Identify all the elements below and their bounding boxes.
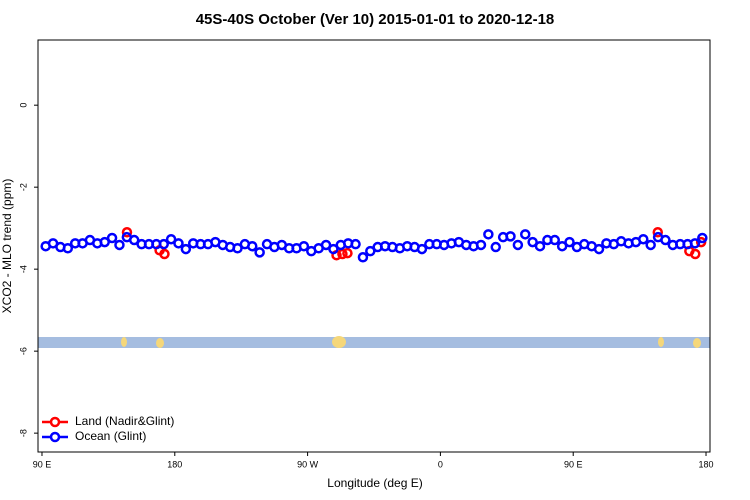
x-tick-label: 0 [438,459,443,469]
point [527,236,538,248]
point [483,229,494,240]
x-tick-label: 180 [167,459,182,469]
point [512,239,524,251]
point [165,233,177,245]
point [337,248,348,260]
point [416,243,428,255]
x-tick-label: 90 W [297,459,319,469]
point [320,239,332,251]
point [342,247,353,259]
point [106,232,118,244]
point [645,239,656,251]
point [475,239,487,251]
x-axis-label: Longitude (deg E) [327,476,422,490]
point [121,227,133,238]
point [114,239,125,251]
point [638,233,649,245]
point [62,243,74,254]
point [180,243,192,255]
point [298,240,310,252]
y-tick-label: -2 [18,183,28,191]
point [99,236,110,248]
point [232,243,243,254]
point [534,240,546,252]
legend-marker [49,431,61,443]
y-tick-label: -6 [18,347,28,355]
y-tick-label: 0 [18,103,28,108]
point [697,232,708,244]
plot-frame [37,39,711,453]
y-axis-label: XCO2 - MLO trend (ppm) [0,179,14,314]
x-tick-label: 90 E [564,459,583,469]
x-tick-label: 90 E [33,459,52,469]
point [357,252,369,263]
point [128,234,140,246]
land-ocean-strip [38,336,710,348]
legend-label: Land (Nadir&Glint) [75,414,174,428]
point [505,231,516,242]
y-tick-label: -8 [18,429,28,437]
point [490,241,501,253]
legend-label: Ocean (Glint) [75,429,146,443]
point [365,245,376,257]
point [173,238,184,249]
point [593,243,605,255]
legend-marker [49,416,61,428]
chart-title: 45S-40S October (Ver 10) 2015-01-01 to 2… [196,11,555,28]
point [254,247,265,258]
y-tick-label: -4 [18,265,28,273]
point [660,234,671,246]
point [689,248,701,260]
point [652,227,664,238]
point [350,238,361,250]
point [520,229,531,240]
point [159,248,170,260]
point [549,234,561,246]
point [564,236,575,248]
point [328,243,339,255]
point [247,240,258,252]
point [158,238,169,250]
x-tick-label: 180 [699,459,714,469]
point [689,238,701,249]
point [556,240,568,252]
